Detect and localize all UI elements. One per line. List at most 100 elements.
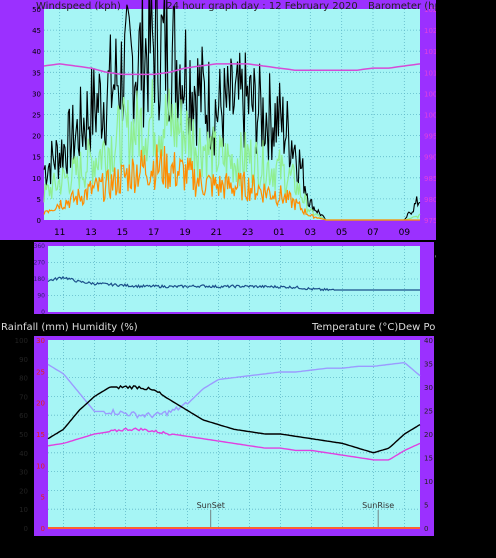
windspeed-tick-label: 25: [32, 112, 41, 120]
windspeed-tick-label: 45: [32, 27, 41, 35]
rain-tick-label: 30: [36, 337, 45, 345]
rain-humidity-axis-label: Rainfall (mm) Humidity (%): [1, 322, 138, 333]
x-tick-label: 11: [54, 228, 65, 238]
windspeed-tick-label: 30: [32, 90, 41, 98]
x-tick-label: 07: [367, 228, 378, 238]
x-tick-label: 05: [337, 538, 348, 548]
x-tick-label: 05: [336, 228, 347, 238]
windspeed-tick-label: 0: [37, 217, 41, 225]
direction-tick-label: 0: [41, 309, 45, 316]
series-temperature: [47, 384, 421, 454]
humidity-tick-label: 30: [19, 469, 28, 477]
temp-tick-label: 0: [424, 525, 428, 533]
windspeed-tick-label: 5: [37, 196, 41, 204]
x-tick-label: 21: [213, 538, 224, 548]
direction-tick-label: 90: [37, 293, 45, 300]
humidity-tick-label: 80: [19, 375, 28, 383]
barometer-tick-label: 980: [424, 196, 437, 204]
x-tick-label: 09: [399, 538, 411, 548]
rain-tick-label: 25: [36, 368, 45, 376]
temp-tick-label: 5: [424, 502, 428, 510]
windspeed-tick-label: 10: [32, 175, 41, 183]
series-barometer: [43, 63, 421, 76]
barometer-tick-label: 1010: [424, 69, 442, 77]
x-tick-label: 13: [85, 228, 96, 238]
temp-tick-label: 10: [424, 478, 433, 486]
wind-series: [43, 0, 421, 221]
x-tick-label: 15: [117, 228, 128, 238]
x-tick-label: 15: [120, 538, 131, 548]
windspeed-tick-label: 50: [32, 6, 41, 14]
x-tick-label: 23: [242, 228, 253, 238]
x-tick-label: 01: [273, 228, 284, 238]
humidity-tick-label: 90: [19, 356, 28, 364]
rain-tick-label: 15: [36, 431, 45, 439]
windspeed-tick-label: 15: [32, 154, 41, 162]
direction-tick-label: 180: [34, 276, 46, 283]
wind-chart-title: 24 hour graph day : 12 February 2020: [166, 1, 357, 12]
x-tick-label: 17: [151, 538, 162, 548]
barometer-tick-label: 985: [424, 175, 437, 183]
x-tick-label: 19: [182, 538, 194, 548]
temp-axes: 0102030405060708090100051015202530051015…: [15, 337, 433, 548]
windspeed-axis-label: Windspeed (kph): [36, 1, 121, 12]
series-dew-point: [47, 427, 421, 461]
barometer-tick-label: 1015: [424, 48, 442, 56]
temp-series: SunSet SunRise: [47, 361, 421, 529]
right-margin: [436, 0, 496, 558]
temp-tick-label: 20: [424, 431, 433, 439]
humidity-tick-label: 0: [24, 525, 28, 533]
humidity-tick-label: 70: [19, 393, 28, 401]
barometer-tick-label: 1025: [424, 6, 442, 14]
x-tick-label: 09: [399, 228, 411, 238]
humidity-tick-label: 40: [19, 450, 28, 458]
x-tick-label: 23: [244, 538, 255, 548]
windspeed-tick-label: 35: [32, 69, 41, 77]
rain-tick-label: 0: [41, 525, 45, 533]
annotation-label: SunSet: [197, 501, 225, 510]
rain-tick-label: 10: [36, 462, 45, 470]
direction-grid: [48, 246, 420, 312]
humidity-tick-label: 10: [19, 506, 28, 514]
x-tick-label: 07: [368, 538, 379, 548]
barometer-tick-label: 1000: [424, 112, 442, 120]
barometer-tick-label: 1020: [424, 27, 442, 35]
humidity-tick-label: 20: [19, 487, 28, 495]
series-wind-avg: [43, 144, 420, 221]
barometer-tick-label: 975: [424, 217, 437, 225]
wind-axes: 0510152025303540455097598098599099510001…: [32, 6, 442, 238]
x-tick-label: 01: [275, 538, 286, 548]
annotation-label: SunRise: [362, 501, 394, 510]
temp-tick-label: 35: [424, 361, 433, 369]
x-tick-label: 13: [89, 538, 100, 548]
x-tick-label: 17: [148, 228, 159, 238]
humidity-tick-label: 60: [19, 412, 28, 420]
windspeed-tick-label: 20: [32, 133, 41, 141]
series-wind-direction: [47, 276, 420, 292]
x-tick-label: 03: [306, 538, 317, 548]
x-tick-label: 19: [179, 228, 191, 238]
barometer-tick-label: 990: [424, 154, 437, 162]
x-tick-label: 11: [58, 538, 69, 548]
temp-tick-label: 40: [424, 337, 433, 345]
x-tick-label: 03: [305, 228, 316, 238]
barometer-axis-label: Barometer (hpa): [368, 1, 451, 12]
temp-tick-label: 15: [424, 455, 433, 463]
direction-tick-label: 270: [34, 260, 46, 267]
rain-tick-label: 5: [41, 494, 45, 502]
temp-dewpoint-axis-label: Temperature (°C)Dew Point (°C): [311, 322, 471, 333]
x-tick-label: 21: [211, 228, 222, 238]
temp-tick-label: 25: [424, 408, 433, 416]
direction-tick-label: 360: [34, 243, 46, 250]
rain-tick-label: 20: [36, 400, 45, 408]
temp-grid: [48, 340, 420, 528]
direction-series: [47, 276, 420, 292]
temp-tick-label: 30: [424, 384, 433, 392]
barometer-tick-label: 1005: [424, 90, 442, 98]
humidity-tick-label: 100: [15, 337, 28, 345]
series-humidity: [47, 361, 421, 419]
humidity-tick-label: 50: [19, 431, 28, 439]
barometer-tick-label: 995: [424, 133, 437, 141]
